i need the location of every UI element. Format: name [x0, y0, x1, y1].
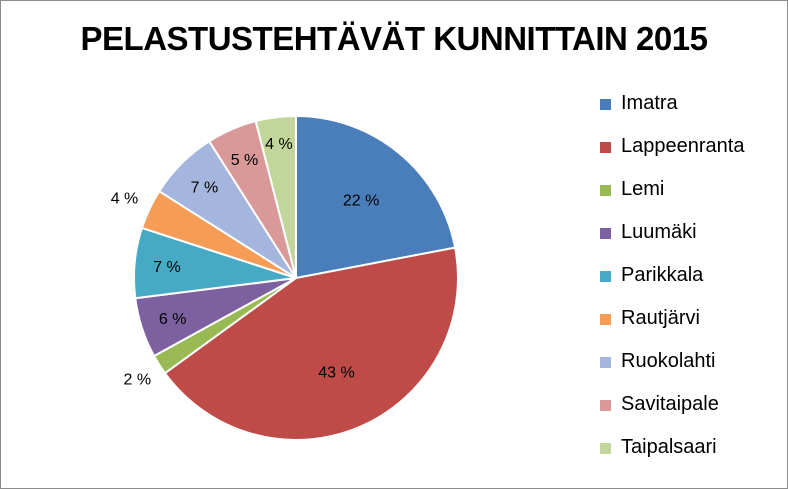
pie-slice-lappeenranta: [163, 246, 459, 441]
legend-swatch-lemi: [600, 185, 611, 196]
data-label-lappeenranta: 43 %: [318, 365, 354, 382]
data-label-ruokolahti: 7 %: [191, 179, 219, 196]
data-label-imatra: 22 %: [343, 192, 379, 209]
legend-swatch-parikkala: [600, 271, 611, 282]
legend-label-luumaki: Luumäki: [621, 221, 697, 243]
legend-item-luumaki: Luumäki: [600, 215, 780, 258]
legend-item-ruokolahti: Ruokolahti: [600, 344, 780, 387]
legend-swatch-savitaipale: [600, 400, 611, 411]
legend-item-rautjarvi: Rautjärvi: [600, 301, 780, 344]
chart-legend: Imatra Lappeenranta Lemi Luumäki Parikkala Ra…: [600, 86, 780, 473]
legend-item-savitaipale: Savitaipale: [600, 387, 780, 430]
legend-swatch-ruokolahti: [600, 357, 611, 368]
legend-item-lappeenranta: Lappeenranta: [600, 129, 780, 172]
legend-item-lemi: Lemi: [600, 172, 780, 215]
data-label-parikkala: 7 %: [153, 259, 181, 276]
data-label-rautjarvi: 4 %: [111, 190, 139, 207]
legend-label-parikkala: Parikkala: [621, 264, 704, 286]
data-label-savitaipale: 5 %: [231, 152, 259, 169]
data-label-lemi: 2 %: [124, 372, 152, 389]
legend-label-imatra: Imatra: [621, 92, 678, 114]
legend-item-parikkala: Parikkala: [600, 258, 780, 301]
legend-label-savitaipale: Savitaipale: [621, 393, 719, 415]
legend-label-lemi: Lemi: [621, 178, 665, 200]
legend-swatch-rautjarvi: [600, 314, 611, 325]
legend-label-ruokolahti: Ruokolahti: [621, 350, 716, 372]
legend-item-taipalsaari: Taipalsaari: [600, 430, 780, 473]
data-label-taipalsaari: 4 %: [265, 136, 293, 153]
legend-label-lappeenranta: Lappeenranta: [621, 135, 745, 157]
pie-slice-imatra: [295, 114, 457, 280]
pie-slice-taipalsaari: [254, 114, 297, 279]
chart-title: PELASTUSTEHTÄVÄT KUNNITTAIN 2015: [80, 20, 708, 57]
legend-label-rautjarvi: Rautjärvi: [621, 307, 700, 329]
legend-swatch-imatra: [600, 99, 611, 110]
legend-swatch-lappeenranta: [600, 142, 611, 153]
legend-item-imatra: Imatra: [600, 86, 780, 129]
legend-swatch-taipalsaari: [600, 443, 611, 454]
legend-swatch-luumaki: [600, 228, 611, 239]
legend-label-taipalsaari: Taipalsaari: [621, 436, 717, 458]
data-label-luumaki: 6 %: [159, 311, 187, 328]
